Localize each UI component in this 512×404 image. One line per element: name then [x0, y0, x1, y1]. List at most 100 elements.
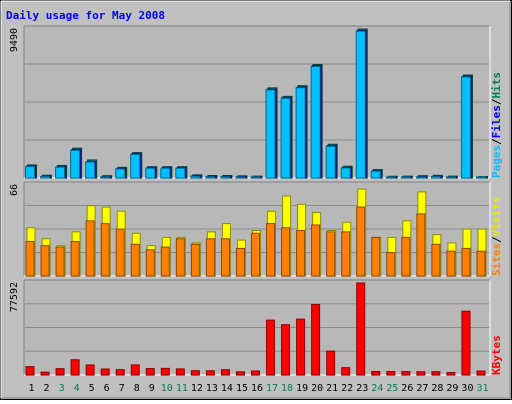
bar-sites-day-4	[70, 241, 80, 277]
bar-sites-day-7	[115, 228, 125, 277]
bar-sites-day-24	[371, 236, 381, 277]
bar-kbytes-day-25	[386, 371, 396, 376]
bar-kbytes-day-29	[446, 372, 456, 376]
bar-pages-day-3	[55, 166, 66, 179]
bar-pages-day-22	[340, 167, 351, 179]
bar-pages-day-16	[250, 176, 261, 179]
bar-kbytes-day-30	[461, 310, 471, 376]
day-tick-label: 12	[191, 383, 203, 394]
bar-kbytes-day-22	[341, 367, 351, 376]
bar-pages-day-10	[160, 167, 171, 179]
bar-kbytes-day-4	[70, 359, 80, 376]
bar-pages-day-29	[445, 176, 456, 179]
day-tick-label: 4	[74, 383, 80, 394]
panel-bottom: 77592 KBytes	[9, 279, 503, 376]
bar-kbytes-day-24	[371, 370, 381, 376]
bar-pages-day-15	[235, 176, 246, 179]
bar-sites-day-2	[40, 245, 50, 277]
day-tick-label: 30	[461, 383, 473, 394]
y-max-label: 77592	[9, 282, 20, 312]
bar-sites-day-26	[401, 236, 411, 277]
bar-sites-day-12	[190, 243, 200, 277]
day-tick-label: 19	[296, 383, 308, 394]
day-tick-label: 1	[29, 383, 35, 394]
bar-sites-day-22	[341, 231, 351, 277]
legend-hits: Hits	[490, 72, 503, 99]
bar-pages-day-28	[430, 176, 441, 179]
bar-sites-day-11	[175, 238, 185, 277]
legend-visits: Visits	[490, 197, 503, 237]
bar-kbytes-day-15	[235, 371, 245, 376]
bar-pages-day-24	[370, 170, 381, 179]
bar-sites-day-3	[55, 246, 65, 277]
bar-kbytes-day-23	[356, 282, 366, 376]
bar-kbytes-day-3	[55, 368, 65, 376]
bar-pages-day-6	[100, 176, 111, 179]
bar-pages-day-19	[295, 87, 306, 179]
bar-kbytes-day-2	[40, 371, 50, 376]
bar-sites-day-23	[356, 206, 366, 277]
bar-pages-day-27	[415, 176, 426, 179]
panel-middle: 66 Sites/Visits	[9, 181, 503, 277]
bar-kbytes-day-5	[85, 364, 95, 376]
bar-sites-day-13	[205, 238, 215, 277]
day-tick-label: 31	[476, 383, 488, 394]
bar-kbytes-day-16	[251, 370, 260, 376]
chart-title: Daily usage for May 2008	[6, 9, 165, 22]
legend-separator: /	[490, 98, 503, 105]
bar-kbytes-day-14	[220, 369, 230, 376]
bar-sites-day-16	[251, 232, 260, 277]
bar-pages-day-2	[40, 176, 51, 179]
bar-sites-day-17	[266, 223, 276, 277]
bar-kbytes-day-18	[281, 324, 291, 376]
legend-separator: /	[490, 138, 503, 145]
bar-sites-day-31	[476, 250, 486, 277]
day-tick-label: 13	[206, 383, 218, 394]
day-tick-label: 27	[416, 383, 428, 394]
day-tick-label: 25	[386, 383, 398, 394]
bar-kbytes-day-6	[100, 368, 110, 376]
bar-kbytes-day-28	[431, 371, 441, 376]
bar-kbytes-day-27	[416, 371, 426, 376]
bar-sites-day-10	[160, 246, 170, 277]
panel-top: 9490 Pages/Files/Hits	[9, 25, 503, 179]
day-tick-label: 14	[221, 383, 233, 394]
day-tick-label: 18	[281, 383, 293, 394]
day-tick-label: 9	[149, 383, 155, 394]
day-tick-label: 3	[59, 383, 65, 394]
bar-pages-day-13	[205, 176, 216, 179]
day-tick-label: 28	[431, 383, 443, 394]
bar-sites-day-19	[296, 230, 306, 277]
legend-sites: Sites	[490, 243, 503, 276]
day-tick-label: 2	[44, 383, 50, 394]
bar-pages-day-9	[145, 167, 156, 179]
bar-pages-day-26	[400, 176, 411, 179]
bar-kbytes-day-1	[25, 366, 35, 376]
bar-sites-day-30	[461, 247, 471, 277]
bar-pages-day-14	[220, 176, 231, 179]
y-max-label: 66	[9, 184, 20, 196]
bar-kbytes-day-17	[266, 319, 276, 376]
day-tick-label: 10	[161, 383, 173, 394]
bar-kbytes-day-12	[190, 370, 200, 376]
bar-sites-day-28	[431, 243, 441, 277]
bar-sites-day-1	[25, 241, 35, 277]
day-tick-label: 11	[176, 383, 188, 394]
legend-separator: /	[490, 236, 503, 243]
day-tick-label: 20	[311, 383, 323, 394]
y-max-label: 9490	[9, 28, 20, 52]
day-tick-label: 26	[401, 383, 413, 394]
bar-pages-day-20	[310, 66, 321, 179]
bar-sites-day-18	[281, 227, 291, 277]
bar-kbytes-day-20	[311, 304, 321, 376]
bar-pages-day-23	[355, 30, 366, 179]
bar-pages-day-1	[25, 166, 36, 179]
bar-pages-day-30	[460, 76, 471, 179]
bar-sites-day-8	[130, 243, 140, 277]
bar-kbytes-day-9	[145, 368, 155, 376]
bar-sites-day-14	[220, 238, 230, 277]
bar-kbytes-day-7	[115, 369, 125, 376]
bar-pages-day-31	[475, 176, 486, 179]
legend-top: Pages/Files/Hits	[490, 72, 503, 178]
